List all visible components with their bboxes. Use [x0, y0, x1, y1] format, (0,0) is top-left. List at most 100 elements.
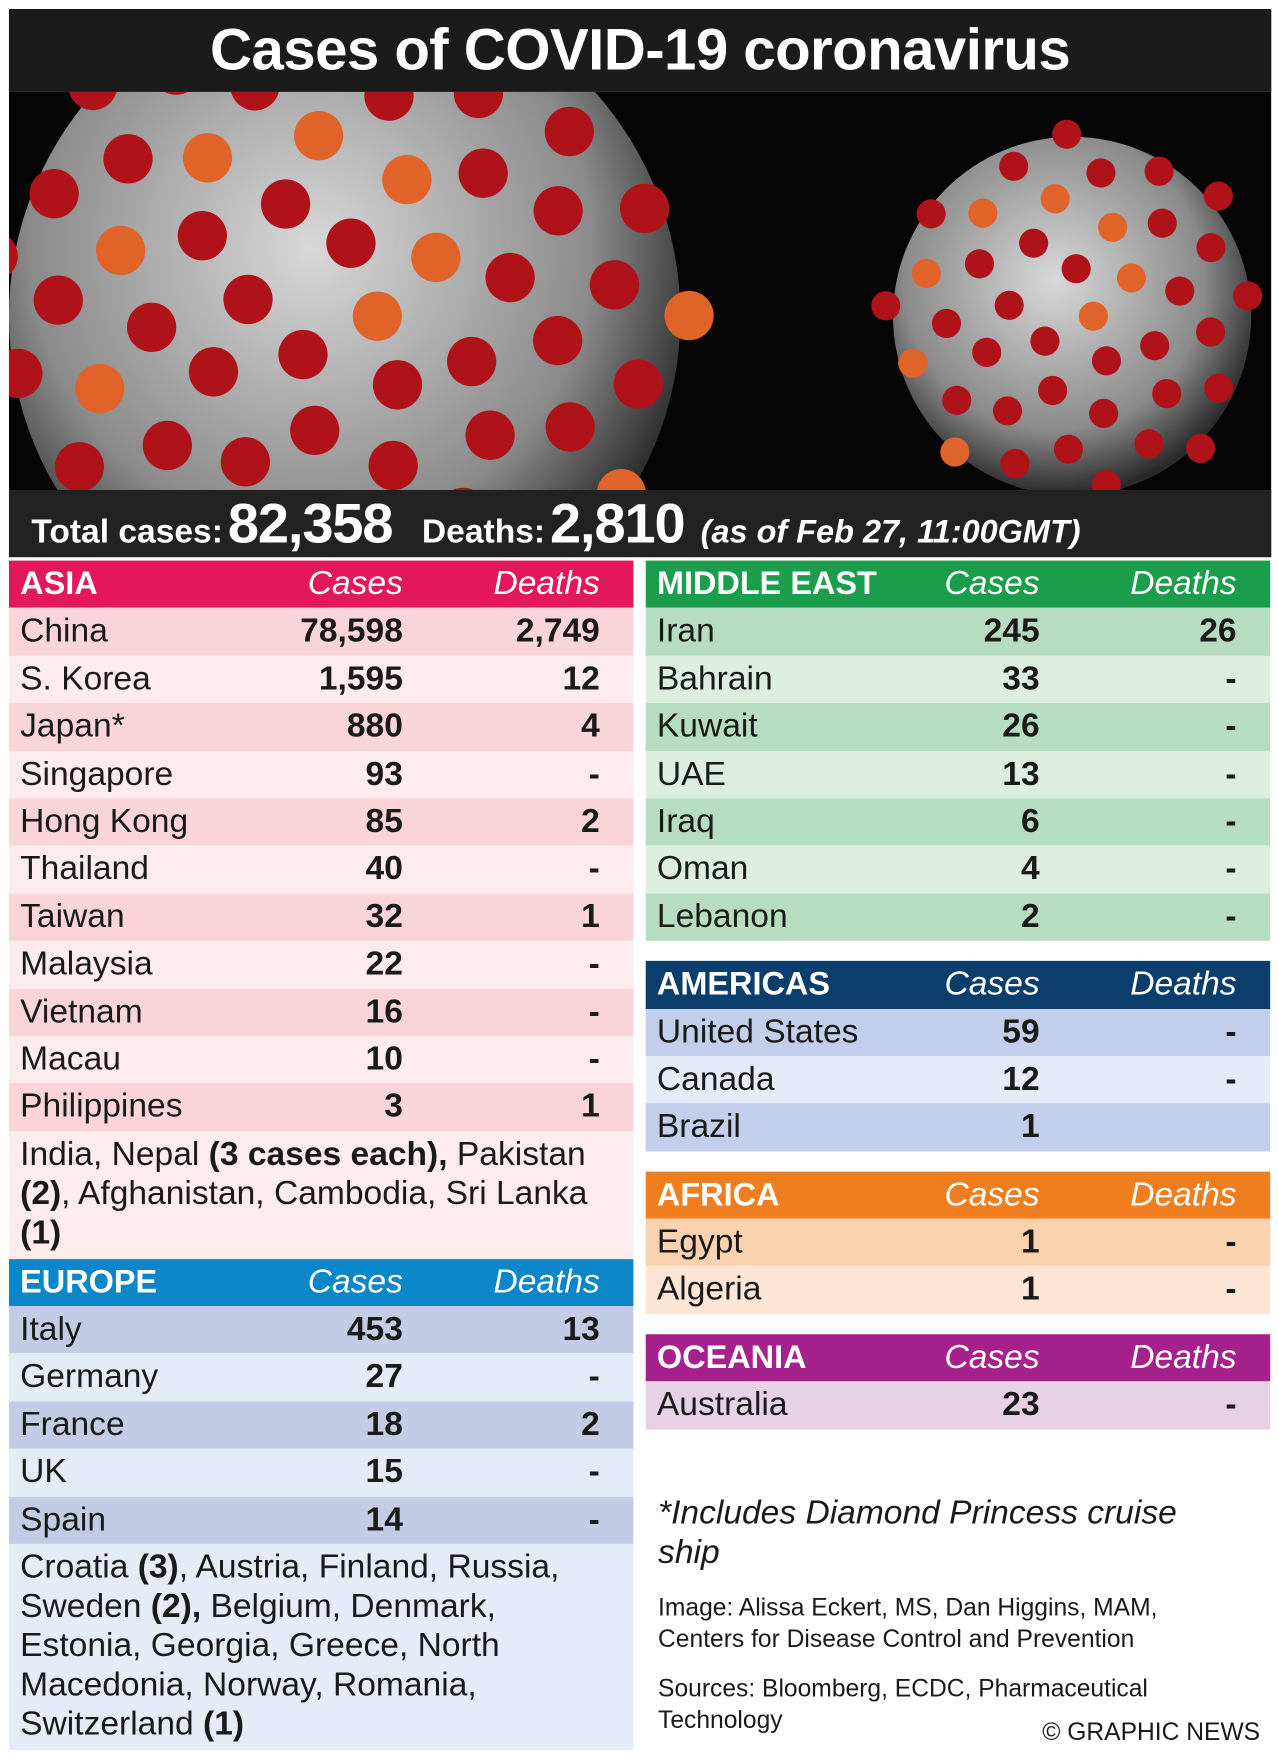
cases-header: Cases [944, 565, 1040, 603]
spike [1038, 375, 1068, 406]
spike [1098, 212, 1128, 242]
spike [1116, 263, 1146, 293]
region-header: OCEANIA Cases Deaths [645, 1334, 1271, 1382]
cases: 23 [1002, 1386, 1040, 1424]
cases: 1 [1020, 1270, 1040, 1308]
country: Lebanon [656, 897, 788, 935]
spike [75, 363, 125, 414]
note-text: , Afghanistan, Cambodia, Sri Lanka [61, 1174, 588, 1212]
table-row: Germany 27 - [8, 1353, 634, 1402]
table-row: Philippines 3 1 [8, 1083, 634, 1131]
spike [544, 106, 594, 157]
cases: 1 [1020, 1223, 1040, 1261]
left-column: ASIA Cases Deaths China 78,598 2,749 S. Korea 1… [8, 560, 634, 1751]
deaths: 1 [581, 1087, 600, 1125]
note-text: Pakistan [447, 1135, 586, 1173]
table-row: Iran 245 26 [645, 608, 1271, 656]
cases: 85 [365, 802, 403, 840]
spike [29, 169, 79, 219]
country: France [20, 1405, 125, 1443]
spike [447, 336, 497, 387]
cases: 22 [365, 945, 403, 983]
cases: 3 [384, 1087, 403, 1125]
table-row: Iraq 6 - [645, 798, 1271, 846]
spike [33, 275, 83, 325]
deaths: - [1225, 1013, 1237, 1051]
total-cases: 82,358 [227, 492, 394, 555]
spike [619, 183, 670, 234]
table-row: UAE 13 - [645, 750, 1271, 799]
spike [142, 420, 192, 471]
deaths: - [1225, 802, 1237, 840]
country: Japan* [20, 707, 125, 745]
table-row: Egypt 1 - [645, 1218, 1271, 1267]
spike [231, 91, 279, 111]
spike [485, 252, 535, 303]
spike [589, 260, 640, 310]
note-text: (1) [203, 1705, 245, 1743]
spike [1152, 379, 1182, 409]
country: Spain [20, 1500, 107, 1538]
deaths: 12 [562, 660, 600, 698]
spike [223, 274, 273, 325]
cases: 59 [1002, 1013, 1040, 1051]
spike [8, 348, 43, 399]
table-row: Oman 4 - [645, 845, 1271, 894]
virus-large [9, 91, 681, 492]
spike [278, 329, 328, 380]
image-credit: Image: Alissa Eckert, MS, Dan Higgins, M… [658, 1593, 1158, 1653]
table-row: Bahrain 33 - [645, 655, 1271, 704]
deaths: - [588, 992, 600, 1030]
cases: 93 [365, 755, 403, 793]
spike [999, 151, 1029, 181]
deaths: - [1225, 755, 1237, 793]
spike [458, 148, 508, 198]
as-of: (as of Feb 27, 11:00GMT) [700, 514, 1081, 551]
cases-label: Total cases: [31, 513, 223, 551]
spike [1196, 233, 1226, 263]
spike [940, 437, 970, 467]
spike [916, 199, 946, 229]
cases: 10 [365, 1040, 403, 1078]
deaths: - [588, 850, 600, 888]
country: Taiwan [20, 897, 125, 935]
cases: 245 [983, 612, 1040, 650]
spike [260, 179, 311, 229]
country: Canada [656, 1060, 775, 1098]
spike [382, 154, 432, 205]
cases: 26 [1002, 707, 1040, 745]
cases: 13 [1002, 755, 1040, 793]
region-name: ASIA [20, 566, 98, 603]
right-column: MIDDLE EAST Cases Deaths Iran 245 26 Bahrain 33… [645, 560, 1271, 1430]
region-table: AFRICA Cases Deaths Egypt 1 - Algeria 1 - [645, 1171, 1271, 1314]
note-text: India, Nepal [20, 1135, 209, 1173]
spike [364, 91, 414, 121]
totals-bar: Total cases: 82,358 Deaths: 2,810 (as of… [8, 489, 1272, 558]
table-row: Thailand 40 - [8, 845, 634, 894]
spike [1053, 434, 1083, 464]
table-row: Brazil 1 [645, 1103, 1271, 1152]
spike [182, 133, 233, 183]
region-name: AFRICA [656, 1176, 780, 1213]
note-text: Croatia [20, 1548, 138, 1586]
cases: 33 [1002, 660, 1040, 698]
region-table: MIDDLE EAST Cases Deaths Iran 245 26 Bahrain 33… [645, 560, 1271, 941]
cases: 453 [346, 1310, 403, 1348]
table-row: Australia 23 - [645, 1381, 1271, 1430]
note-text: (2) [20, 1174, 62, 1212]
table-row: Taiwan 32 1 [8, 893, 634, 941]
country: Singapore [20, 755, 174, 793]
deaths-header: Deaths [1130, 1338, 1237, 1376]
table-row: Vietnam 16 - [8, 988, 634, 1036]
cases: 32 [365, 897, 403, 935]
deaths-label: Deaths: [421, 513, 546, 551]
region-table: ASIA Cases Deaths China 78,598 2,749 S. Korea 1… [8, 560, 634, 1259]
table-row: China 78,598 2,749 [8, 608, 634, 656]
spike [968, 198, 998, 228]
country: China [20, 612, 108, 650]
cases: 6 [1020, 802, 1040, 840]
spike [1144, 156, 1174, 186]
deaths: 2 [581, 802, 600, 840]
table-row: Japan* 880 4 [8, 703, 634, 751]
spike [1204, 373, 1234, 403]
